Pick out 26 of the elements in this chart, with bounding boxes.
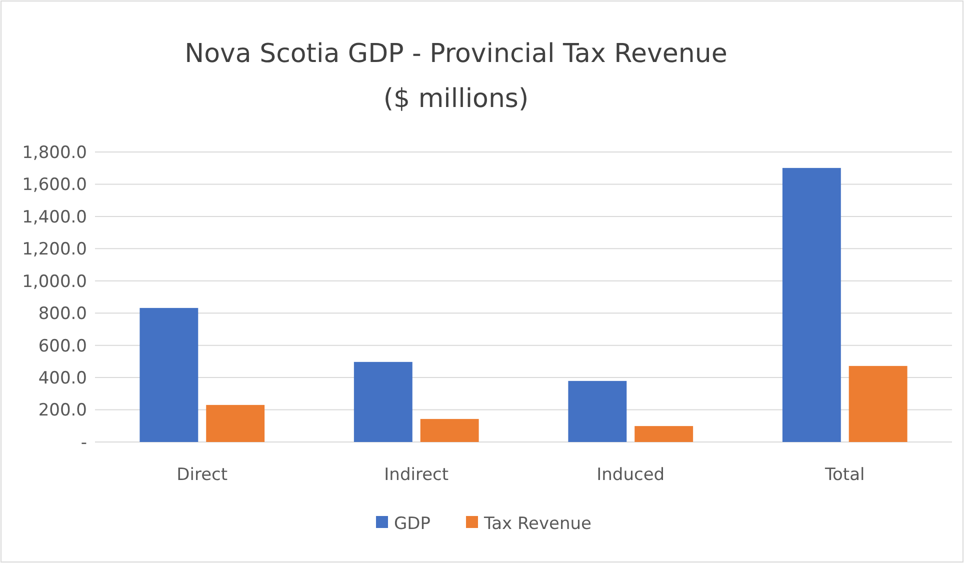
chart-subtitle: ($ millions) [383, 84, 529, 114]
legend-label: GDP [394, 514, 431, 534]
y-tick-label: 800.0 [38, 304, 87, 324]
y-tick-label: 1,000.0 [22, 272, 87, 292]
x-tick-label: Direct [176, 465, 228, 485]
bar [420, 418, 479, 442]
y-tick-label: 1,600.0 [22, 175, 87, 196]
x-tick-label: Indirect [384, 465, 449, 485]
y-tick-label: 1,200.0 [22, 240, 87, 260]
bar [634, 426, 694, 442]
y-tick-label: 400.0 [38, 368, 87, 389]
legend-label: Tax Revenue [483, 514, 592, 534]
y-tick-label: 1,800.0 [22, 142, 87, 163]
x-tick-label: Induced [596, 465, 665, 485]
chart-title: Nova Scotia GDP - Provincial Tax Revenue [184, 39, 728, 69]
bar [782, 168, 841, 442]
bar [848, 366, 908, 442]
y-tick-label: 600.0 [38, 336, 87, 356]
bar [140, 308, 198, 442]
bar [206, 404, 265, 442]
bar [354, 362, 412, 442]
y-tick-label: 200.0 [38, 400, 87, 421]
y-tick-label: 1,400.0 [22, 207, 87, 228]
x-tick-label: Total [824, 465, 865, 485]
y-tick-label: - [80, 432, 87, 453]
bar [568, 380, 627, 442]
